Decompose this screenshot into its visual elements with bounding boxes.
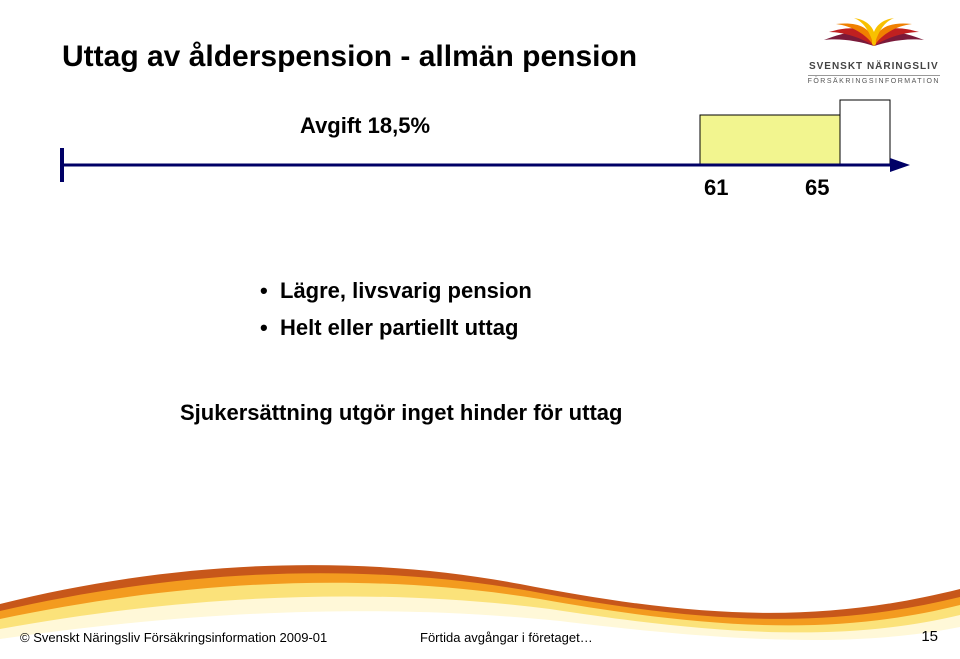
- age-label-65: 65: [805, 175, 829, 201]
- slide: Uttag av ålderspension - allmän pension …: [0, 0, 960, 659]
- bullet-list: Lägre, livsvarig pension Helt eller part…: [220, 272, 532, 347]
- footer-copyright: © Svenskt Näringsliv Försäkringsinformat…: [20, 630, 327, 645]
- timeline-box-61-65: [700, 115, 840, 165]
- timeline-arrow-icon: [890, 158, 910, 172]
- age-label-61: 61: [704, 175, 728, 201]
- timeline-box-65plus: [840, 100, 890, 165]
- sub-text: Sjukersättning utgör inget hinder för ut…: [180, 400, 622, 426]
- page-number: 15: [921, 628, 938, 645]
- bullet-item: Lägre, livsvarig pension: [260, 272, 532, 309]
- bullet-item: Helt eller partiellt uttag: [260, 309, 532, 346]
- footer-title: Förtida avgångar i företaget…: [420, 630, 593, 645]
